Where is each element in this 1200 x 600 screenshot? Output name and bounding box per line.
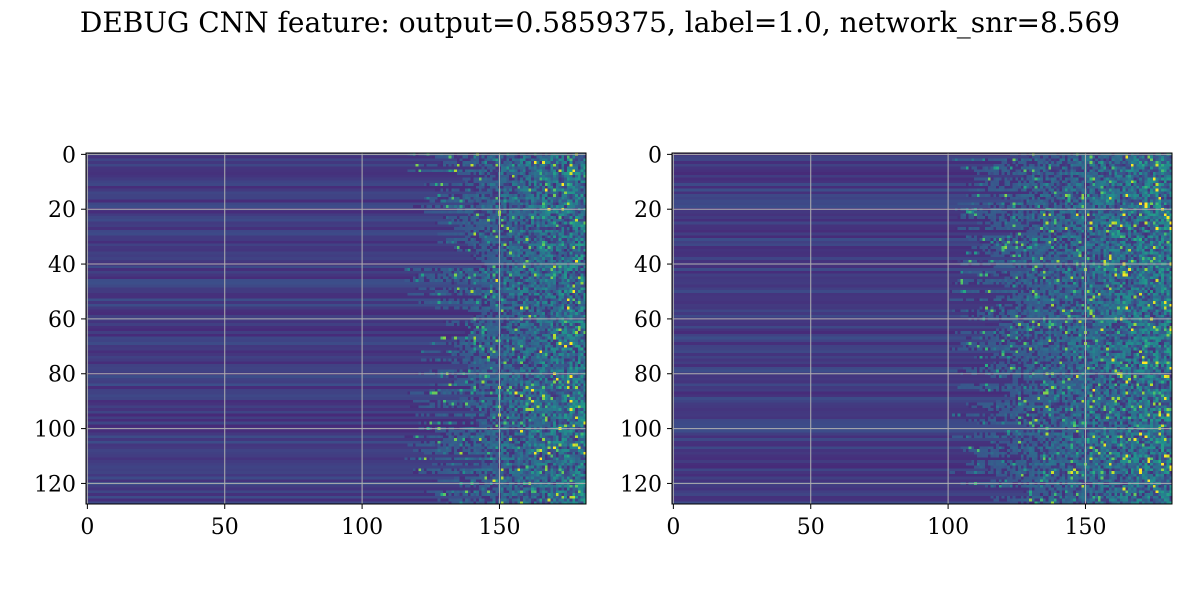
axes-frame [671, 152, 1173, 505]
y-tick-label: 100 [620, 418, 662, 443]
y-tick-label: 20 [634, 198, 662, 223]
heatmap-image [86, 153, 586, 504]
heatmap-panel-2: 0 50 100 150 0 20 40 60 80 100 120 [620, 143, 1173, 540]
x-tick-label: 50 [797, 515, 825, 540]
heatmap-image [672, 153, 1172, 504]
y-tick-label: 120 [34, 472, 76, 497]
y-tick-label: 0 [648, 143, 662, 168]
y-tick-label: 120 [620, 472, 662, 497]
heatmap-panel-1: 0 50 100 150 0 20 40 60 80 100 120 [34, 143, 587, 540]
y-tick-label: 0 [62, 143, 76, 168]
x-tick-label: 0 [80, 515, 94, 540]
y-tick-label: 80 [48, 363, 76, 388]
x-tick-label: 0 [666, 515, 680, 540]
x-tick-label: 150 [478, 515, 520, 540]
axes-frame [85, 152, 587, 505]
x-tick-label: 100 [927, 515, 969, 540]
y-tick-label: 20 [48, 198, 76, 223]
y-tick-label: 40 [48, 253, 76, 278]
y-tick-label: 40 [634, 253, 662, 278]
x-tick-label: 50 [211, 515, 239, 540]
y-tick-label: 60 [634, 308, 662, 333]
x-tick-label: 150 [1064, 515, 1106, 540]
figure-title: DEBUG CNN feature: output=0.5859375, lab… [79, 6, 1121, 39]
y-tick-label: 80 [634, 363, 662, 388]
y-tick-label: 60 [48, 308, 76, 333]
y-tick-label: 100 [34, 418, 76, 443]
x-tick-label: 100 [341, 515, 383, 540]
